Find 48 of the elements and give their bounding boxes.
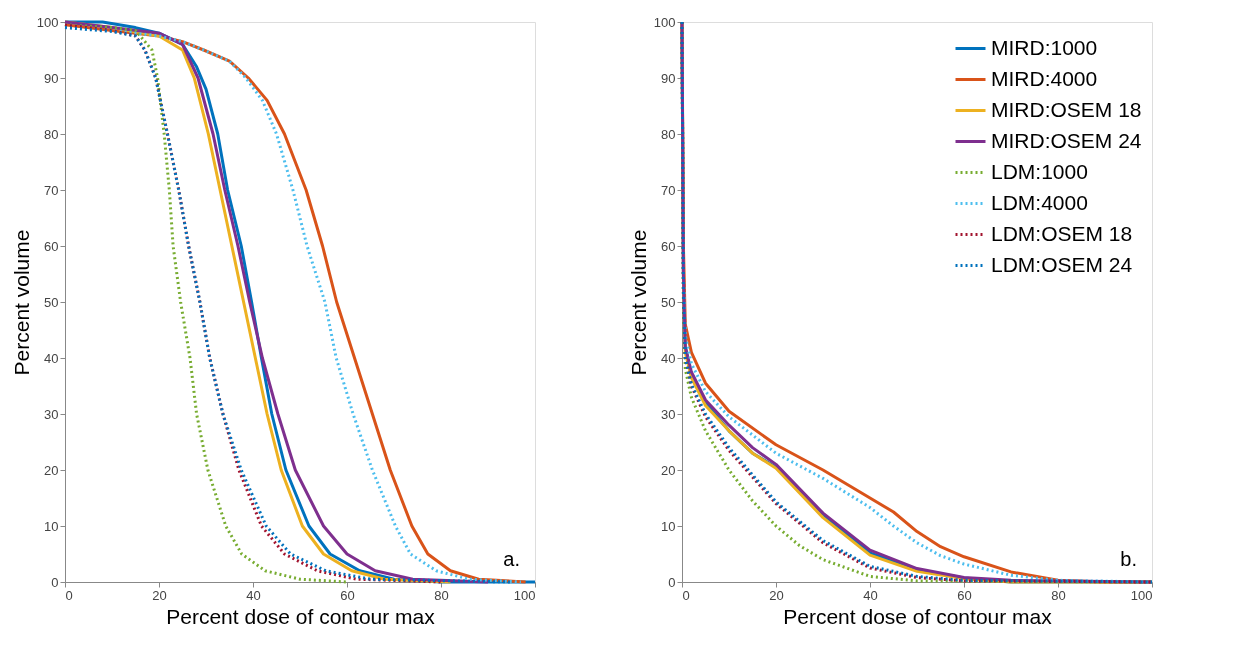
x-tick-label: 60: [340, 587, 355, 603]
y-tick-label: 80: [661, 126, 676, 142]
legend-label: LDM:OSEM 18: [991, 221, 1133, 245]
y-tick-label: 90: [661, 70, 676, 86]
x-tick-label: 0: [65, 587, 73, 603]
y-tick-label: 10: [44, 518, 59, 534]
x-axis-title: Percent dose of contour max: [783, 604, 1053, 628]
annotation: a.: [503, 548, 520, 570]
y-tick-label: 20: [44, 462, 59, 478]
legend-label: LDM:4000: [991, 190, 1088, 214]
y-tick-label: 100: [653, 14, 676, 30]
legend-label: MIRD:OSEM 18: [991, 97, 1142, 121]
legend-label: MIRD:4000: [991, 66, 1098, 90]
y-tick-label: 40: [661, 350, 676, 366]
x-tick-label: 60: [957, 587, 972, 603]
x-tick-label: 100: [1130, 587, 1153, 603]
x-tick-label: 100: [513, 587, 536, 603]
y-tick-label: 30: [44, 406, 59, 422]
x-tick-label: 20: [152, 587, 167, 603]
x-tick-label: 80: [434, 587, 449, 603]
y-tick-label: 70: [44, 182, 59, 198]
y-tick-label: 0: [668, 574, 676, 590]
x-tick-label: 40: [246, 587, 261, 603]
y-axis-title: Percent volume: [626, 229, 650, 376]
y-tick-label: 70: [661, 182, 676, 198]
legend-label: MIRD:OSEM 24: [991, 128, 1142, 152]
y-tick-label: 20: [661, 462, 676, 478]
y-tick-label: 100: [36, 14, 59, 30]
legend-label: LDM:1000: [991, 159, 1088, 183]
y-tick-label: 60: [661, 238, 676, 254]
x-tick-label: 0: [682, 587, 690, 603]
annotation: b.: [1120, 548, 1137, 570]
y-tick-label: 30: [661, 406, 676, 422]
y-tick-label: 50: [661, 294, 676, 310]
x-tick-label: 80: [1051, 587, 1066, 603]
y-tick-label: 60: [44, 238, 59, 254]
y-tick-label: 90: [44, 70, 59, 86]
y-axis-title: Percent volume: [9, 229, 33, 376]
x-tick-label: 40: [863, 587, 878, 603]
legend-label: LDM:OSEM 24: [991, 252, 1133, 276]
y-tick-label: 0: [51, 574, 59, 590]
y-tick-label: 10: [661, 518, 676, 534]
x-axis-title: Percent dose of contour max: [166, 604, 436, 628]
y-tick-label: 50: [44, 294, 59, 310]
legend-label: MIRD:1000: [991, 35, 1098, 59]
y-tick-label: 80: [44, 126, 59, 142]
x-tick-label: 20: [769, 587, 784, 603]
y-tick-label: 40: [44, 350, 59, 366]
